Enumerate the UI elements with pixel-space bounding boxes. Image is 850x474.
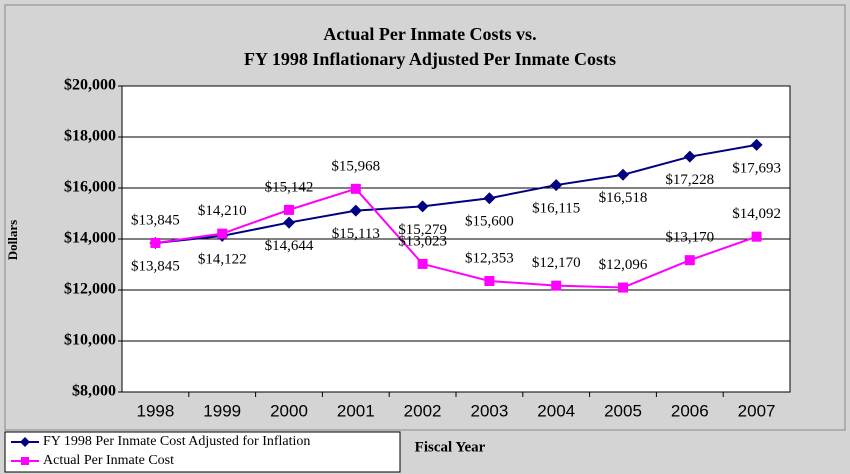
x-tick-label: 2003 bbox=[470, 401, 508, 420]
marker bbox=[483, 192, 496, 205]
series-line bbox=[155, 187, 757, 289]
data-label: $14,644 bbox=[265, 238, 314, 254]
series-line bbox=[155, 143, 757, 244]
marker bbox=[683, 150, 696, 163]
marker bbox=[349, 204, 362, 217]
data-label: $15,113 bbox=[332, 226, 380, 242]
legend-swatch bbox=[20, 437, 30, 447]
marker bbox=[751, 231, 762, 242]
marker bbox=[618, 282, 628, 293]
data-label: $13,023 bbox=[398, 233, 447, 249]
y-tick-label: $8,000 bbox=[72, 383, 116, 400]
x-tick-label: 1998 bbox=[136, 401, 174, 420]
x-tick-label: 2007 bbox=[738, 401, 776, 420]
data-label: $17,693 bbox=[732, 160, 781, 176]
chart-title: FY 1998 Inflationary Adjusted Per Inmate… bbox=[244, 49, 616, 69]
y-axis-label: Dollars bbox=[5, 220, 20, 260]
y-tick-label: $18,000 bbox=[64, 128, 116, 145]
data-label: $17,228 bbox=[665, 172, 714, 188]
y-tick-label: $10,000 bbox=[64, 332, 116, 349]
x-tick-label: 2005 bbox=[604, 401, 642, 420]
y-tick-label: $20,000 bbox=[64, 77, 116, 94]
data-label: $16,115 bbox=[532, 201, 580, 217]
marker bbox=[416, 200, 429, 213]
data-label: $15,600 bbox=[465, 214, 514, 230]
marker bbox=[217, 228, 228, 239]
marker bbox=[684, 255, 695, 266]
data-label: $14,210 bbox=[198, 203, 247, 219]
x-tick-label: 2004 bbox=[537, 401, 575, 420]
x-tick-label: 1999 bbox=[203, 401, 241, 420]
data-label: $12,353 bbox=[465, 250, 514, 266]
data-label: $12,096 bbox=[599, 257, 648, 273]
data-label: $15,968 bbox=[331, 158, 380, 174]
data-label: $16,518 bbox=[599, 190, 648, 206]
marker bbox=[550, 179, 563, 192]
x-axis-label: Fiscal Year bbox=[415, 439, 486, 455]
legend-label: FY 1998 Per Inmate Cost Adjusted for Inf… bbox=[43, 434, 310, 449]
data-label: $14,122 bbox=[198, 251, 247, 267]
marker bbox=[284, 204, 294, 215]
legend-swatch bbox=[21, 457, 29, 465]
marker bbox=[750, 138, 763, 151]
marker bbox=[283, 216, 295, 229]
y-tick-label: $16,000 bbox=[64, 179, 116, 196]
marker bbox=[484, 275, 495, 286]
marker bbox=[350, 183, 361, 194]
x-tick-label: 2006 bbox=[671, 401, 709, 420]
x-tick-label: 2001 bbox=[337, 401, 375, 420]
legend-box bbox=[4, 431, 401, 473]
data-label: $12,170 bbox=[532, 255, 581, 271]
marker bbox=[617, 168, 629, 181]
data-label: $14,092 bbox=[732, 206, 781, 222]
legend-label: Actual Per Inmate Cost bbox=[43, 453, 174, 468]
data-label: $13,845 bbox=[131, 212, 180, 228]
data-label: $15,279 bbox=[398, 222, 447, 238]
chart-title: Actual Per Inmate Costs vs. bbox=[323, 24, 536, 44]
marker bbox=[551, 280, 562, 291]
data-label: $15,142 bbox=[265, 179, 314, 195]
marker bbox=[417, 258, 428, 269]
marker bbox=[150, 237, 161, 248]
y-tick-label: $12,000 bbox=[64, 281, 116, 298]
x-tick-label: 2002 bbox=[404, 401, 442, 420]
x-tick-label: 2000 bbox=[270, 401, 308, 420]
data-label: $13,170 bbox=[665, 230, 714, 246]
data-label: $13,845 bbox=[131, 258, 180, 274]
y-tick-label: $14,000 bbox=[64, 230, 116, 247]
